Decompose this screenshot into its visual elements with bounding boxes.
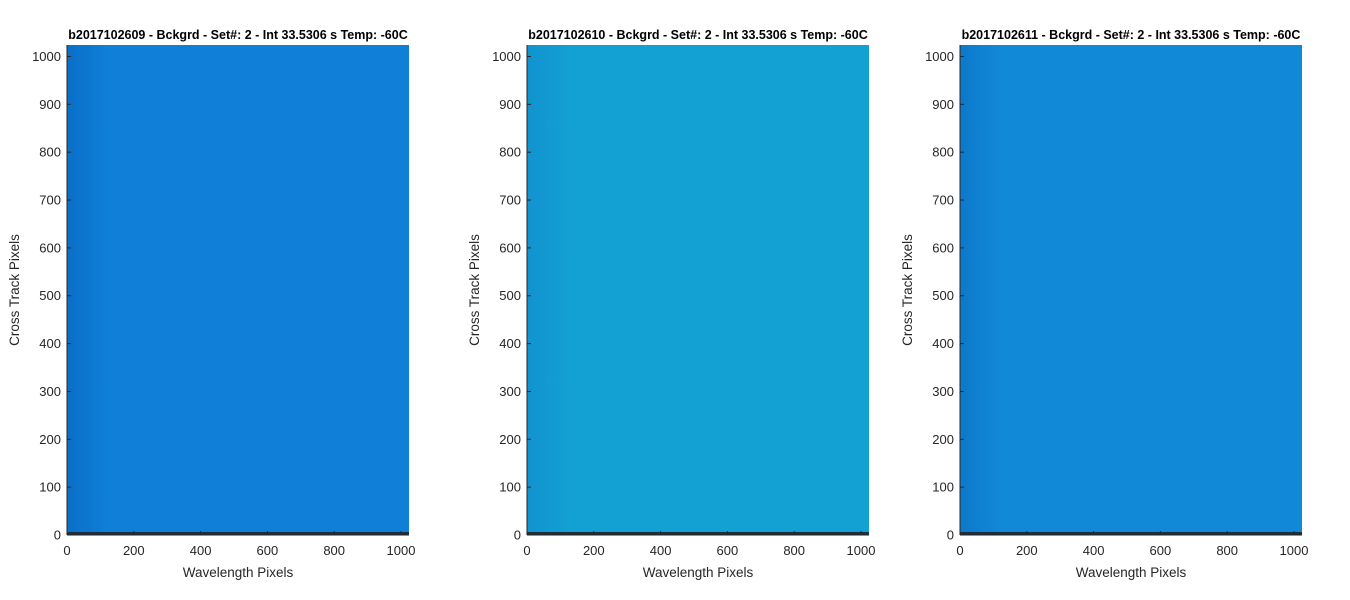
y-tick-label: 900 [499, 97, 521, 112]
y-tick-label: 100 [932, 480, 954, 495]
y-axis-label: Cross Track Pixels [467, 234, 482, 346]
panel-title: b2017102609 - Bckgrd - Set#: 2 - Int 33.… [68, 28, 408, 42]
x-axis-label: Wavelength Pixels [1076, 565, 1187, 580]
x-axis-label: Wavelength Pixels [183, 565, 294, 580]
x-tick-label: 800 [323, 543, 345, 558]
x-tick-label: 200 [583, 543, 605, 558]
y-tick-label: 0 [947, 528, 954, 543]
y-tick-label: 200 [39, 432, 61, 447]
y-tick-label: 800 [499, 145, 521, 160]
y-axis-label: Cross Track Pixels [900, 234, 915, 346]
y-tick-label: 700 [39, 193, 61, 208]
y-tick-label: 100 [39, 480, 61, 495]
x-tick-label: 200 [123, 543, 145, 558]
y-tick-label: 600 [932, 240, 954, 255]
bottom-row-band [960, 532, 1302, 535]
heatmap-panel-3: 0 100 200 300 400 500 600 700 800 900 1000 0 200 400 6… [900, 28, 1308, 580]
x-tick-label: 1000 [847, 543, 876, 558]
y-tick-label: 900 [932, 97, 954, 112]
x-tick-label: 1000 [387, 543, 416, 558]
x-tick-label: 400 [190, 543, 212, 558]
x-tick-label: 400 [1083, 543, 1105, 558]
y-tick-label: 300 [39, 384, 61, 399]
heatmap-panel-2: 0 100 200 300 400 500 600 700 800 900 1000 0 200 400 6… [467, 28, 875, 580]
bottom-row-band [67, 532, 409, 535]
y-tick-label: 500 [499, 288, 521, 303]
y-tick-label: 0 [514, 528, 521, 543]
x-tick-label: 200 [1016, 543, 1038, 558]
y-tick-label: 1000 [492, 49, 521, 64]
y-tick-label: 800 [39, 145, 61, 160]
y-tick-label: 700 [932, 193, 954, 208]
y-tick-label: 0 [54, 528, 61, 543]
x-tick-label: 0 [523, 543, 530, 558]
y-tick-label: 900 [39, 97, 61, 112]
y-tick-label: 300 [932, 384, 954, 399]
y-tick-label: 800 [932, 145, 954, 160]
panel-title: b2017102610 - Bckgrd - Set#: 2 - Int 33.… [528, 28, 868, 42]
y-tick-label: 500 [39, 288, 61, 303]
x-tick-label: 800 [1216, 543, 1238, 558]
y-tick-label: 300 [499, 384, 521, 399]
y-tick-label: 100 [499, 480, 521, 495]
y-tick-label: 400 [932, 336, 954, 351]
y-tick-label: 400 [499, 336, 521, 351]
y-axis-label: Cross Track Pixels [7, 234, 22, 346]
bottom-row-band [527, 532, 869, 535]
x-tick-label: 600 [1150, 543, 1172, 558]
y-tick-label: 200 [499, 432, 521, 447]
heatmap-image [527, 45, 869, 535]
x-tick-label: 600 [717, 543, 739, 558]
heatmap-image [960, 45, 1302, 535]
y-tick-label: 1000 [925, 49, 954, 64]
y-tick-label: 200 [932, 432, 954, 447]
y-tick-label: 600 [39, 240, 61, 255]
y-tick-label: 1000 [32, 49, 61, 64]
panel-title: b2017102611 - Bckgrd - Set#: 2 - Int 33.… [962, 28, 1301, 42]
x-tick-label: 0 [63, 543, 70, 558]
heatmap-panel-1: 0 100 200 300 400 500 600 700 800 900 1000 0 200 400 6… [7, 28, 415, 580]
heatmap-image [67, 45, 409, 535]
y-tick-label: 600 [499, 240, 521, 255]
x-tick-label: 1000 [1280, 543, 1309, 558]
y-tick-label: 700 [499, 193, 521, 208]
y-tick-label: 500 [932, 288, 954, 303]
x-tick-label: 400 [650, 543, 672, 558]
x-tick-label: 800 [783, 543, 805, 558]
x-tick-label: 600 [257, 543, 279, 558]
x-tick-label: 0 [956, 543, 963, 558]
x-axis-label: Wavelength Pixels [643, 565, 754, 580]
y-tick-label: 400 [39, 336, 61, 351]
